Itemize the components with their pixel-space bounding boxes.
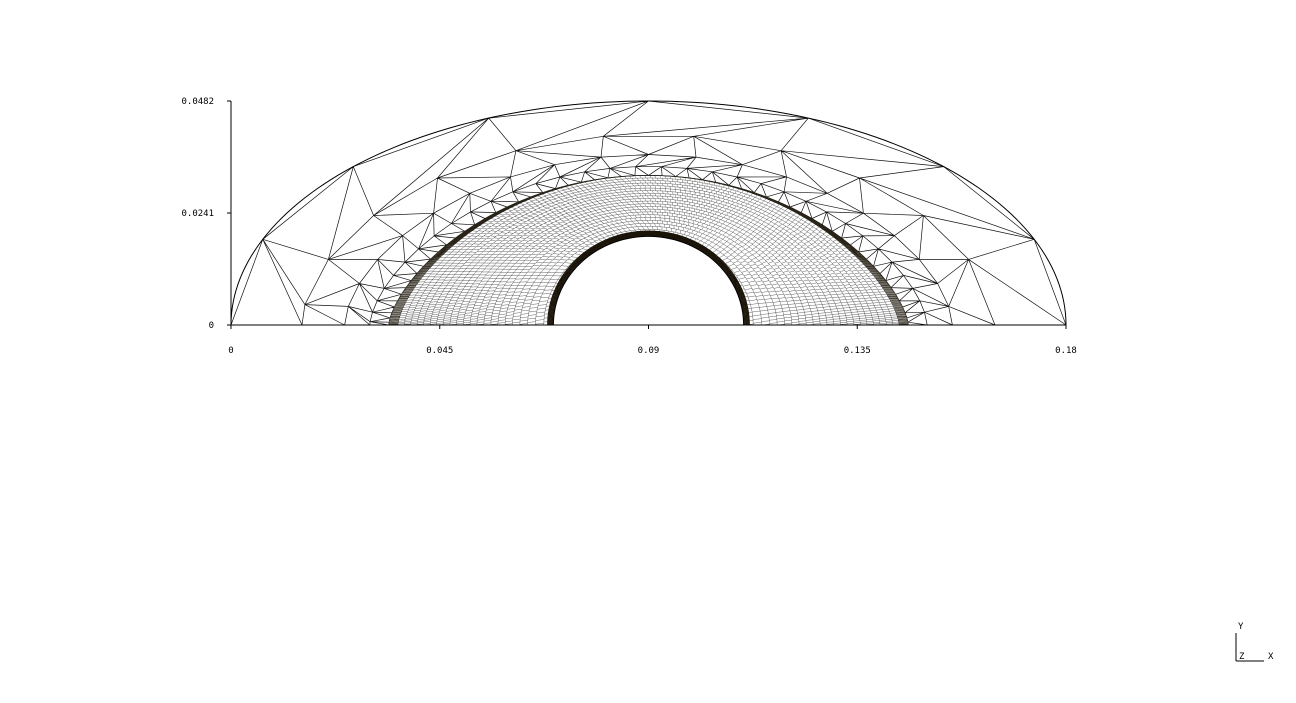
- x-tick-label: 0: [228, 346, 233, 356]
- x-tick-label: 0.09: [638, 346, 660, 356]
- y-tick-label: 0.0241: [181, 209, 214, 219]
- x-axis-ticks: 0 0.045 0.09 0.135 0.18: [228, 325, 1077, 356]
- cylinder-interior: [553, 236, 744, 325]
- cylinder-boundary: [552, 235, 745, 326]
- axes: 0 0.045 0.09 0.135 0.18 0 0.0241 0.0482: [181, 97, 1076, 356]
- triad-x-label: X: [1268, 652, 1274, 662]
- x-tick-label: 0.18: [1055, 346, 1077, 356]
- y-axis-ticks: 0 0.0241 0.0482: [181, 97, 231, 331]
- y-tick-label: 0.0482: [181, 97, 214, 107]
- x-tick-label: 0.135: [844, 346, 871, 356]
- mesh-plot: [230, 100, 1067, 326]
- triad-z-label: Z: [1239, 652, 1245, 662]
- outer-boundary: [230, 100, 1067, 326]
- triad-y-label: Y: [1238, 622, 1244, 632]
- y-tick-label: 0: [209, 321, 214, 331]
- x-tick-label: 0.045: [426, 346, 453, 356]
- orientation-triad: Y Z X: [1235, 622, 1274, 662]
